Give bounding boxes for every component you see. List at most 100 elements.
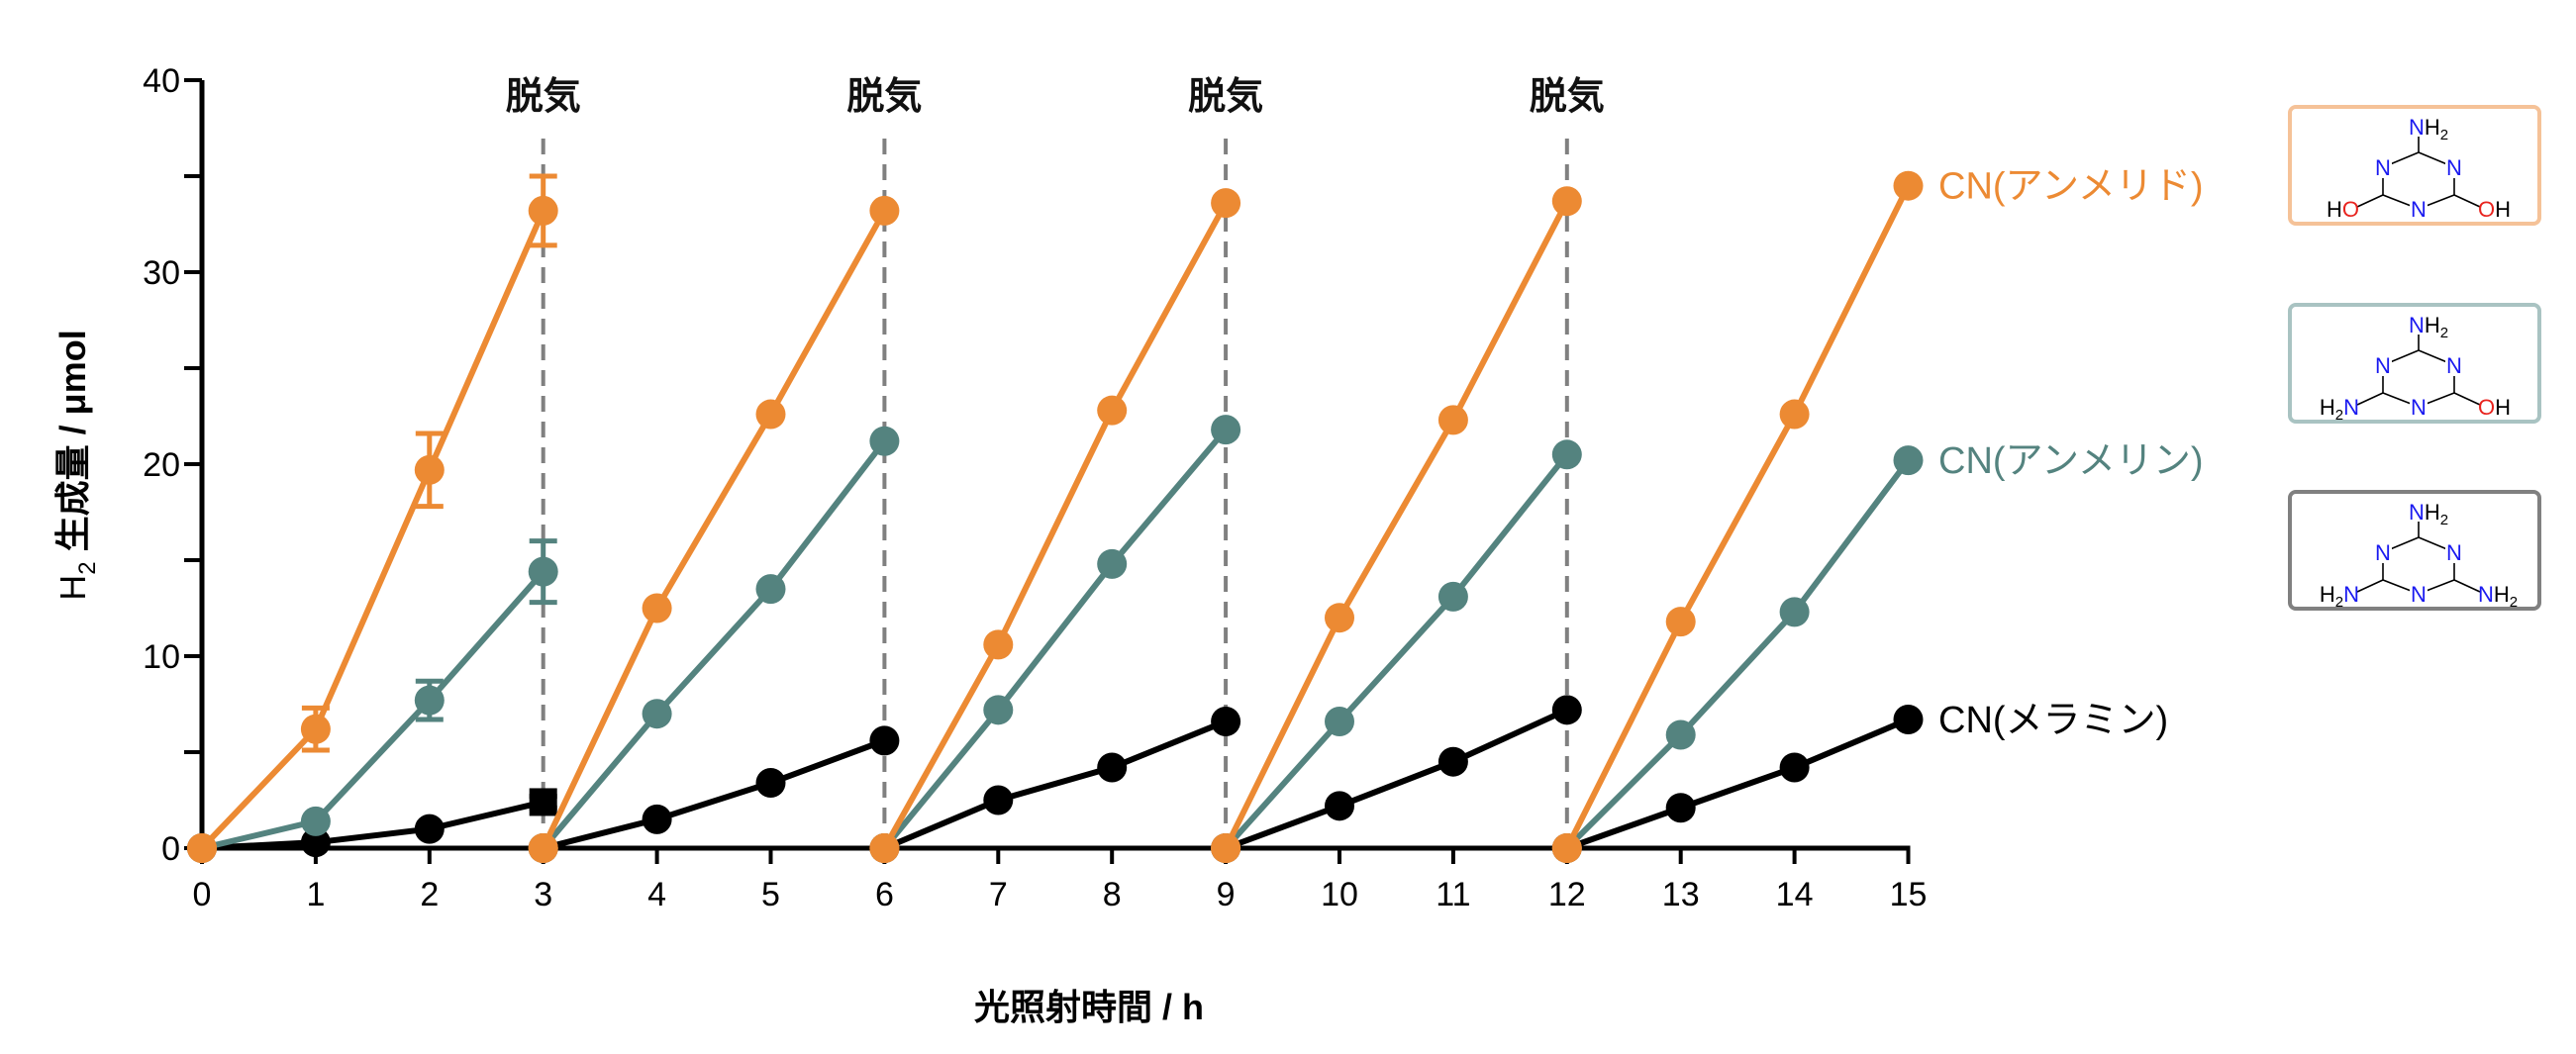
degas-lines: 脱気 脱気 脱気 脱気 xyxy=(506,76,1605,848)
atom-bg xyxy=(2374,541,2392,563)
data-point xyxy=(755,399,786,430)
x-tick-label: 4 xyxy=(647,876,666,913)
x-tick-label: 7 xyxy=(989,876,1008,913)
data-point xyxy=(1893,705,1924,735)
x-tick-label: 0 xyxy=(193,876,212,913)
data-point xyxy=(414,454,445,485)
data-point xyxy=(1097,752,1128,783)
y-axis-title: H2 生成量 / μmol xyxy=(52,330,101,600)
data-point xyxy=(1551,695,1582,725)
x-axis-title: 光照射時間 / h xyxy=(974,987,1204,1027)
series-line xyxy=(542,737,886,851)
bond xyxy=(2356,392,2384,406)
series-CN(アンメリン) xyxy=(187,415,1924,863)
bond xyxy=(2453,579,2481,593)
data-point xyxy=(1779,597,1810,627)
x-tick-label: 9 xyxy=(1217,876,1236,913)
structure-box xyxy=(2288,105,2541,226)
x-tick-label: 2 xyxy=(420,876,439,913)
series-label: CN(アンメリン) xyxy=(1938,440,2204,482)
data-point xyxy=(1551,186,1582,217)
series-line xyxy=(1565,717,1910,851)
data-point xyxy=(983,629,1014,660)
data-point xyxy=(528,833,558,863)
atom-label: NH2 xyxy=(2409,500,2448,528)
data-point xyxy=(1893,445,1924,476)
atom-label: NH2 xyxy=(2409,115,2448,144)
degas-label: 脱気 xyxy=(506,76,581,118)
atom-label: NH2 xyxy=(2409,313,2448,341)
y-tick-label: 10 xyxy=(143,638,180,676)
atom-bg xyxy=(2374,156,2392,178)
data-point xyxy=(869,833,900,863)
x-tick-label: 10 xyxy=(1321,876,1358,913)
data-point xyxy=(642,804,672,834)
data-point xyxy=(1325,706,1354,736)
data-point xyxy=(414,814,445,844)
data-point xyxy=(1211,188,1241,219)
x-tick-label: 12 xyxy=(1548,876,1586,913)
x-tick-label: 1 xyxy=(306,876,325,913)
bond xyxy=(2356,579,2384,593)
data-point xyxy=(528,556,558,587)
series-line xyxy=(201,799,545,851)
x-tick-label: 13 xyxy=(1662,876,1700,913)
degas-label: 脱気 xyxy=(1530,76,1605,118)
ring-nitrogen: N xyxy=(2446,155,2462,180)
atom-label: HO xyxy=(2327,197,2359,222)
atom-bg xyxy=(2445,354,2463,376)
data-point xyxy=(1437,581,1468,612)
x-tick-label: 15 xyxy=(1890,876,1928,913)
atom-label: NH2 xyxy=(2478,582,2518,611)
series-label: CN(メラミン) xyxy=(1938,700,2168,741)
data-point xyxy=(1779,752,1810,783)
series-line xyxy=(201,569,545,851)
y-tick-label: 20 xyxy=(143,446,180,484)
atom-bg xyxy=(2445,156,2463,178)
series-labels: CN(アンメリド) CN(アンメリン) CN(メラミン) xyxy=(1938,166,2204,741)
series-CN(アンメリド) xyxy=(187,170,1924,863)
data-point xyxy=(300,806,331,836)
ring-nitrogen: N xyxy=(2446,540,2462,565)
data-point xyxy=(755,768,786,799)
series-line xyxy=(1225,707,1569,851)
data-point xyxy=(1097,395,1128,426)
data-point xyxy=(869,195,900,226)
series-line xyxy=(1564,184,1912,850)
data-point xyxy=(869,725,900,756)
degas-label: 脱気 xyxy=(846,76,922,118)
x-tick-label: 8 xyxy=(1103,876,1122,913)
x-tick-label: 3 xyxy=(534,876,552,913)
series-CN(メラミン) xyxy=(187,695,1924,863)
series-line xyxy=(883,719,1228,851)
data-point xyxy=(1325,603,1354,633)
data-point xyxy=(1551,833,1582,863)
data-point xyxy=(1437,746,1468,777)
ring-nitrogen: N xyxy=(2411,395,2427,420)
y-tick-label: 0 xyxy=(161,830,180,868)
data-point xyxy=(642,699,672,729)
data-point xyxy=(1325,791,1354,821)
data-point xyxy=(187,833,217,863)
degas-label: 脱気 xyxy=(1188,76,1263,118)
data-point xyxy=(1211,706,1241,736)
data-point xyxy=(1779,399,1810,430)
bond xyxy=(2453,392,2481,406)
series-label: CN(アンメリド) xyxy=(1938,166,2204,208)
ring-nitrogen: N xyxy=(2411,197,2427,222)
atom-label: OH xyxy=(2478,197,2511,222)
bond xyxy=(2356,194,2384,208)
series-line xyxy=(199,209,546,851)
atom-bg xyxy=(2410,583,2427,605)
data-point xyxy=(755,574,786,605)
data-point xyxy=(300,827,331,858)
data-point xyxy=(1893,170,1924,201)
atom-label: H2N xyxy=(2320,395,2359,424)
data-point xyxy=(1437,405,1468,435)
data-point xyxy=(528,195,558,226)
data-point xyxy=(1551,439,1582,470)
atom-bg xyxy=(2410,198,2427,220)
